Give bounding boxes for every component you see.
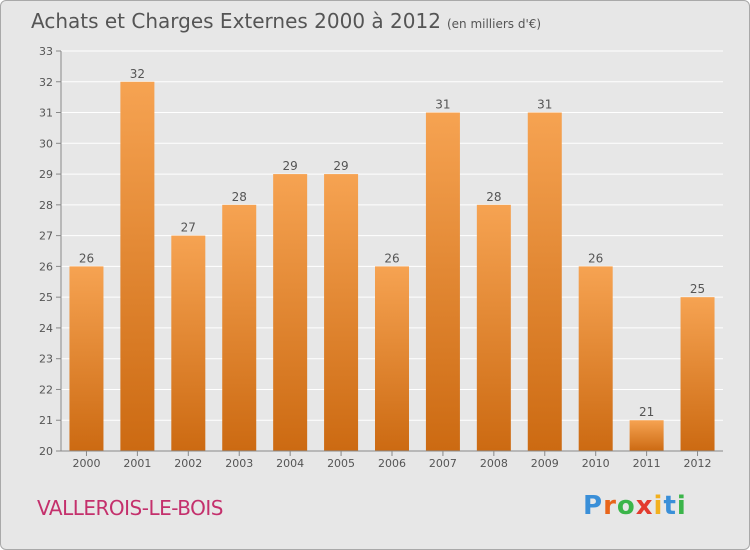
bar-2009[interactable] — [527, 112, 562, 452]
y-tick-label: 26 — [39, 260, 53, 273]
value-label-2009: 31 — [537, 98, 552, 112]
x-tick-label-2006: 2006 — [378, 457, 406, 470]
bar-2010[interactable] — [578, 266, 613, 451]
y-tick-label: 23 — [39, 353, 53, 366]
x-tick-label-2000: 2000 — [72, 457, 100, 470]
bar-2007[interactable] — [425, 112, 460, 452]
x-tick-label-2008: 2008 — [480, 457, 508, 470]
y-tick-label: 21 — [39, 414, 53, 427]
bar-2001[interactable] — [120, 81, 155, 452]
bar-2006[interactable] — [375, 266, 409, 451]
bar-2004[interactable] — [273, 174, 308, 452]
value-label-2011: 21 — [639, 405, 654, 419]
value-label-2002: 27 — [181, 221, 196, 235]
y-tick-label: 31 — [39, 107, 53, 120]
proxiti-logo[interactable]: Proxiti — [583, 491, 687, 521]
value-label-2012: 25 — [690, 282, 705, 296]
chart-subtitle: (en milliers d'€) — [446, 17, 542, 31]
y-tick-label: 28 — [39, 199, 53, 212]
bar-2011[interactable] — [629, 420, 664, 451]
value-label-2000: 26 — [79, 251, 94, 265]
y-tick-label: 32 — [39, 76, 53, 89]
value-label-2005: 29 — [333, 159, 348, 173]
bar-2012[interactable] — [680, 297, 715, 451]
bar-2005[interactable] — [324, 174, 359, 452]
y-tick-label: 20 — [39, 445, 53, 458]
x-tick-label-2011: 2011 — [633, 457, 661, 470]
bar-2002[interactable] — [171, 235, 206, 451]
y-tick-label: 27 — [39, 230, 53, 243]
x-tick-label-2005: 2005 — [327, 457, 355, 470]
value-label-2006: 26 — [384, 251, 399, 265]
value-label-2003: 28 — [232, 190, 247, 204]
value-label-2004: 29 — [283, 159, 298, 173]
bar-2000[interactable] — [69, 266, 104, 451]
x-tick-label-2004: 2004 — [276, 457, 304, 470]
value-label-2001: 32 — [130, 67, 145, 81]
y-tick-label: 22 — [39, 383, 53, 396]
x-tick-label-2009: 2009 — [531, 457, 559, 470]
x-tick-label-2001: 2001 — [123, 457, 151, 470]
x-tick-label-2010: 2010 — [582, 457, 610, 470]
y-tick-label: 29 — [39, 168, 53, 181]
bar-2003[interactable] — [222, 204, 257, 451]
y-tick-label: 25 — [39, 291, 53, 304]
x-tick-label-2002: 2002 — [174, 457, 202, 470]
x-tick-label-2003: 2003 — [225, 457, 253, 470]
value-label-2008: 28 — [486, 190, 501, 204]
commune-name: VALLEROIS-LE-BOIS — [37, 496, 223, 520]
chart-title-text: Achats et Charges Externes 2000 à 2012 — [31, 9, 441, 33]
y-tick-label: 30 — [39, 137, 53, 150]
x-tick-label-2007: 2007 — [429, 457, 457, 470]
bar-2008[interactable] — [476, 204, 511, 451]
x-tick-label-2012: 2012 — [684, 457, 712, 470]
value-label-2007: 31 — [435, 98, 450, 112]
value-label-2010: 26 — [588, 251, 603, 265]
chart-title: Achats et Charges Externes 2000 à 2012 (e… — [31, 9, 541, 33]
y-tick-label: 24 — [39, 322, 53, 335]
y-tick-label: 33 — [39, 45, 53, 58]
